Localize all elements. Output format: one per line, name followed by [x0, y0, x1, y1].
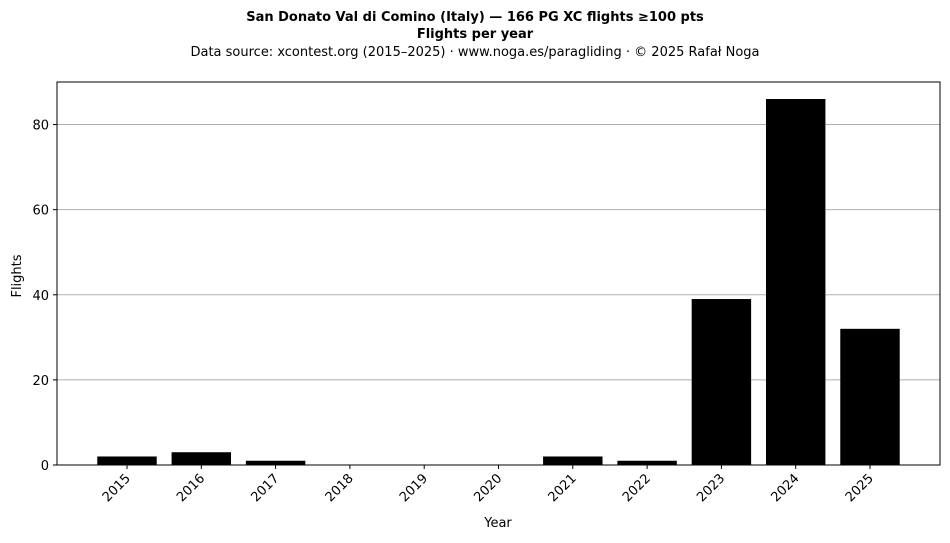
x-axis-label: Year [483, 516, 512, 531]
x-tick-label: 2023 [694, 471, 728, 505]
chart-subtitle: Flights per year [417, 27, 534, 42]
x-tick-label: 2019 [397, 471, 431, 505]
bar-2025 [840, 329, 899, 465]
x-tick-label: 2020 [471, 471, 505, 505]
bar-2024 [766, 99, 825, 465]
bars [97, 99, 899, 465]
x-tick-label: 2015 [100, 471, 134, 505]
chart-source: Data source: xcontest.org (2015–2025) · … [190, 45, 759, 60]
y-tick-label: 60 [32, 204, 49, 219]
bar-2015 [97, 456, 156, 465]
bar-2016 [172, 452, 231, 465]
x-tick-label: 2021 [546, 471, 580, 505]
bar-2017 [246, 461, 305, 465]
y-tick-label: 0 [41, 459, 49, 474]
x-axis-ticks: 2015 2016 2017 2018 2019 2020 2021 2022 2023 2024… [100, 465, 877, 505]
chart-title: San Donato Val di Comino (Italy) — 166 P… [246, 10, 704, 25]
y-axis-label: Flights [10, 254, 25, 297]
y-tick-label: 40 [32, 289, 49, 304]
y-tick-label: 20 [32, 374, 49, 389]
x-tick-label: 2016 [174, 471, 208, 505]
x-tick-label: 2017 [248, 471, 282, 505]
x-tick-label: 2025 [843, 471, 877, 505]
x-tick-label: 2024 [769, 471, 803, 505]
x-tick-label: 2022 [620, 471, 654, 505]
bar-2022 [617, 461, 676, 465]
bar-2023 [692, 299, 751, 465]
y-axis-ticks: 0 20 40 60 80 [32, 119, 57, 474]
bar-2021 [543, 456, 602, 465]
y-tick-label: 80 [32, 119, 49, 134]
x-tick-label: 2018 [323, 471, 357, 505]
